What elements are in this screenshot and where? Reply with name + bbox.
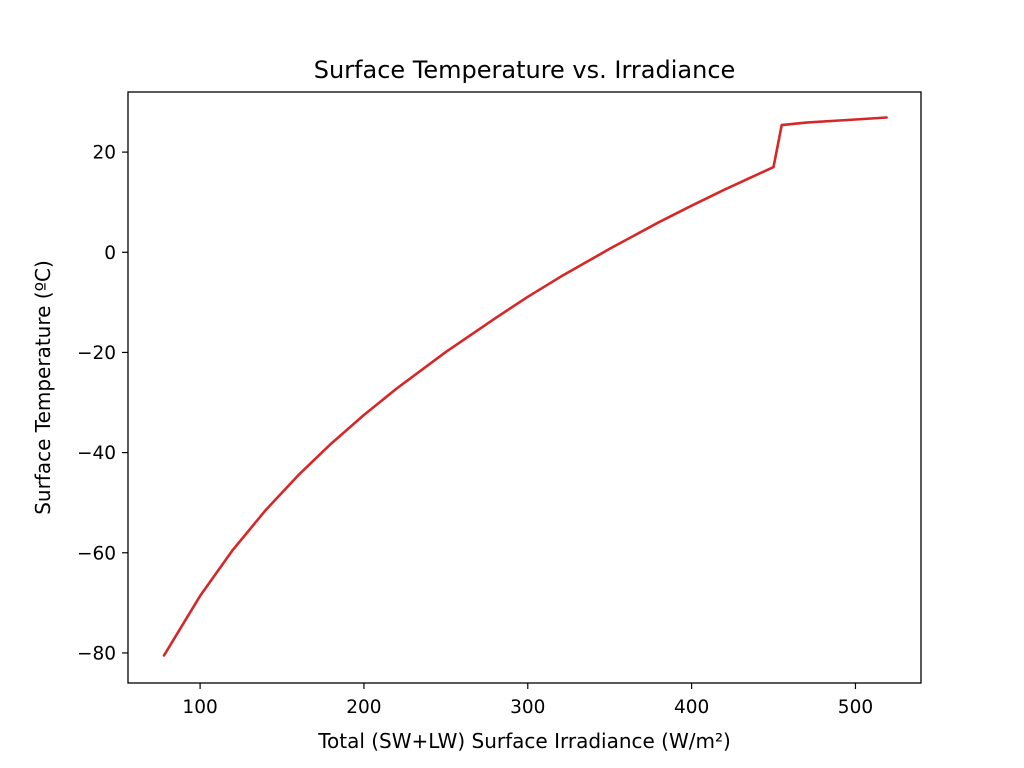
y-tick-label: −60 — [77, 543, 116, 564]
y-tick-label: −40 — [77, 443, 116, 464]
y-axis-ticks: −80 −60 −40 −20 0 20 — [77, 143, 128, 664]
x-axis-label: Total (SW+LW) Surface Irradiance (W/m²) — [317, 729, 731, 753]
series-line-surface-temperature — [162, 116, 888, 657]
y-axis-label: Surface Temperature (ºC) — [31, 260, 55, 515]
x-axis-ticks: 100 200 300 400 500 — [182, 683, 873, 718]
chart-title: Surface Temperature vs. Irradiance — [314, 56, 736, 84]
y-tick-label: 0 — [104, 243, 116, 264]
series-layer — [162, 116, 888, 657]
y-tick-label: −80 — [77, 643, 116, 664]
x-tick-label: 500 — [838, 697, 873, 718]
x-tick-label: 200 — [346, 697, 381, 718]
x-tick-label: 300 — [510, 697, 545, 718]
x-tick-label: 400 — [674, 697, 709, 718]
axes-frame — [127, 91, 922, 684]
y-tick-label: 20 — [92, 143, 116, 164]
y-tick-label: −20 — [77, 343, 116, 364]
x-tick-label: 100 — [182, 697, 217, 718]
